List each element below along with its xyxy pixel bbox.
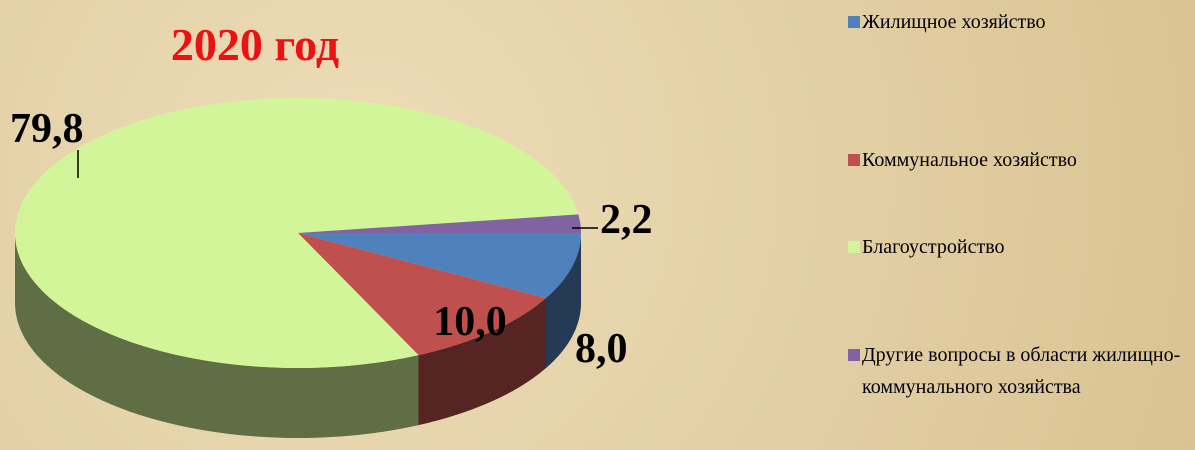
slice	[298, 233, 581, 299]
legend-item: Жилищное хозяйство	[848, 6, 1192, 38]
legend-swatch	[848, 349, 860, 361]
slice	[298, 233, 546, 356]
legend-item: Благоустройство	[848, 231, 1192, 263]
data-label: 79,8	[10, 106, 84, 152]
legend-item: Другие вопросы в области жилищно-коммуна…	[848, 339, 1192, 403]
legend-swatch	[848, 16, 860, 28]
legend-label: Благоустройство	[862, 236, 1005, 258]
data-label: 2,2	[600, 197, 653, 243]
legend-item: Коммунальное хозяйство	[848, 144, 1192, 176]
data-label: 8,0	[575, 326, 628, 372]
legend-label: Другие вопросы в области жилищно-коммуна…	[862, 344, 1181, 398]
slice-side	[545, 233, 581, 369]
slice-side	[15, 233, 419, 438]
legend-swatch	[848, 154, 860, 166]
legend-label: Коммунальное хозяйство	[862, 149, 1077, 171]
legend-label: Жилищное хозяйство	[862, 11, 1046, 33]
chart-title: 2020 год	[171, 19, 339, 70]
legend-swatch	[848, 241, 860, 253]
slice	[15, 97, 579, 368]
slice	[298, 214, 581, 233]
data-label: 10,0	[433, 299, 507, 345]
slice-side	[418, 298, 546, 426]
